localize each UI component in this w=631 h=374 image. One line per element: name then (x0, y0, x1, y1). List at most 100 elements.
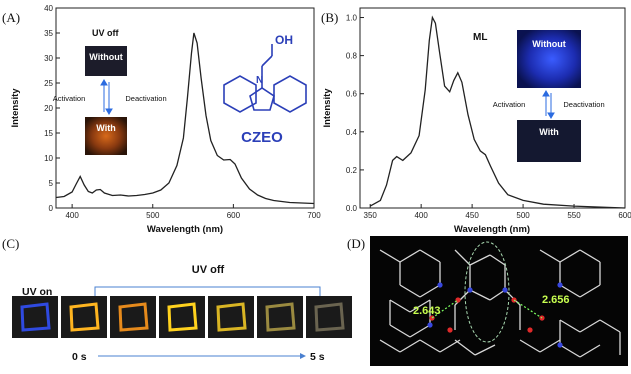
crystal-bonds (379, 249, 621, 358)
oxygen-atom (527, 327, 533, 333)
afterglow-frame (306, 296, 352, 338)
bond (419, 249, 441, 263)
afterglow-frame (257, 296, 303, 338)
molecule-n: N (256, 75, 263, 86)
y-tick-label: 0.6 (346, 90, 358, 99)
bond (399, 284, 421, 298)
activation-label-b: Activation (493, 100, 526, 109)
inset-b-without (517, 30, 581, 88)
bond (539, 249, 561, 263)
x-tick-label: 600 (618, 211, 631, 220)
bond (379, 339, 401, 353)
ml-label: ML (473, 32, 487, 43)
time-start: 0 s (72, 351, 87, 363)
nitrogen-atom (502, 287, 508, 293)
panel-label-a: (A) (2, 10, 20, 25)
panel-label-b: (B) (321, 10, 338, 25)
afterglow-frames (12, 296, 352, 338)
molecule-name: CZEO (241, 129, 283, 146)
afterglow-frame (159, 296, 205, 338)
y-tick-label: 40 (44, 4, 53, 13)
afterglow-frame (12, 296, 58, 338)
bond (559, 249, 581, 263)
molecule-oh: OH (275, 33, 293, 47)
deactivation-label-a: Deactivation (125, 94, 166, 103)
afterglow-square (20, 302, 51, 332)
inset-a-with (85, 117, 127, 155)
y-tick-label: 20 (44, 104, 53, 113)
afterglow-frame (110, 296, 156, 338)
chart-b-frame (359, 7, 626, 209)
inset-b-without-label: Without (532, 39, 565, 49)
nitrogen-atom (467, 287, 473, 293)
bond (489, 254, 506, 266)
y-tick-label: 0.8 (346, 52, 358, 61)
distance-2: 2.656 (542, 294, 570, 306)
bond (399, 249, 421, 263)
chart-a-ylabel: Intensity (10, 88, 21, 128)
x-tick-label: 450 (465, 211, 479, 220)
x-tick-label: 400 (65, 211, 79, 220)
bond (454, 249, 471, 266)
bond (599, 319, 621, 333)
chart-a-series-line (55, 32, 315, 205)
chart-a-ticks: 400 500 600 700 0 5 10 15 20 25 30 35 40 (44, 4, 321, 220)
chart-a: 400 500 600 700 0 5 10 15 20 25 30 35 40 Wavelength … (10, 4, 321, 235)
bond (379, 249, 401, 263)
afterglow-square (265, 302, 296, 332)
panel-label-d: (D) (347, 236, 365, 251)
bond (399, 339, 421, 353)
x-tick-label: 500 (516, 211, 530, 220)
time-arrow-head (300, 353, 306, 359)
czeo-molecule (223, 44, 307, 113)
afterglow-square (118, 302, 149, 332)
bond (469, 289, 491, 301)
afterglow-square (216, 302, 247, 332)
y-tick-label: 15 (44, 129, 53, 138)
uv-off-label-c: UV off (192, 264, 225, 276)
bond (389, 299, 411, 313)
time-end: 5 s (310, 351, 325, 363)
uv-off-label: UV off (92, 28, 119, 38)
inset-b-with (517, 120, 581, 162)
bond (419, 339, 441, 353)
chart-b-xlabel: Wavelength (nm) (454, 224, 530, 235)
inset-a-without (85, 46, 127, 76)
y-tick-label: 30 (44, 54, 53, 63)
y-tick-label: 1.0 (346, 14, 358, 23)
bond (474, 344, 496, 356)
bond (454, 339, 476, 356)
afterglow-square (69, 302, 100, 332)
y-tick-label: 0.4 (346, 128, 358, 137)
bond (409, 324, 431, 338)
x-tick-label: 600 (227, 211, 241, 220)
y-tick-label: 0.0 (346, 204, 358, 213)
uv-off-bracket (94, 286, 321, 296)
chart-b-ylabel: Intensity (322, 88, 333, 128)
inset-b-with-label: With (539, 127, 558, 137)
bond (559, 344, 581, 358)
y-tick-label: 5 (49, 179, 54, 188)
chart-b-series-line (369, 15, 626, 209)
inset-a-with-label: With (96, 123, 115, 133)
inset-a-without-label: Without (89, 52, 122, 62)
bond (559, 284, 581, 298)
uv-on-label: UV on (22, 286, 52, 298)
nitrogen-atom (557, 342, 563, 348)
y-tick-label: 25 (44, 79, 53, 88)
y-tick-label: 0 (49, 204, 54, 213)
panel-label-c: (C) (2, 236, 19, 251)
bond (539, 339, 561, 353)
bond (469, 254, 491, 266)
y-tick-label: 0.2 (346, 166, 358, 175)
bond (489, 289, 506, 301)
deactivation-label-b: Deactivation (563, 100, 604, 109)
x-tick-label: 400 (414, 211, 428, 220)
afterglow-square (167, 302, 198, 332)
x-tick-label: 700 (307, 211, 321, 220)
bond (389, 324, 411, 338)
highlight-ellipse (464, 241, 510, 343)
bond (559, 319, 581, 333)
